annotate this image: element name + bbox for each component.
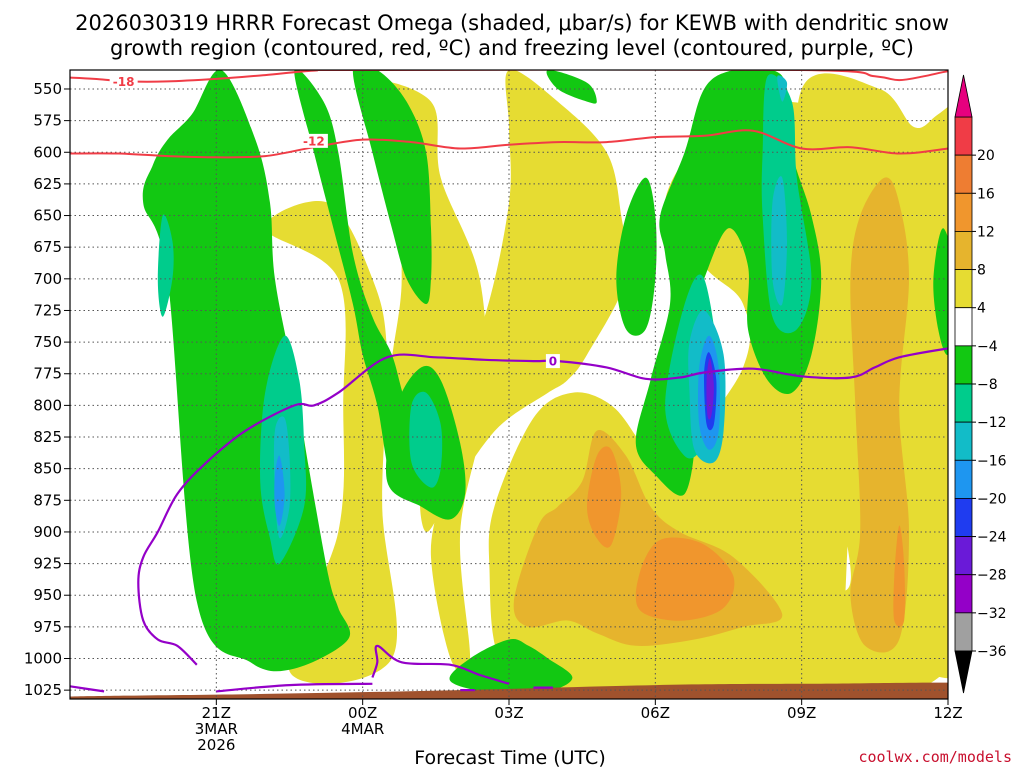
y-tick-label-800: 800 (33, 396, 62, 414)
colorbar-box-4 (954, 459, 973, 499)
omega-area-neg4-1 (294, 70, 432, 496)
colorbar-box-11 (954, 192, 973, 232)
colorbar-label-12: 12 (977, 224, 995, 240)
freezing-level-contour (137, 347, 948, 666)
colorbar-label-4: 4 (977, 301, 986, 317)
chart-title-line-2: growth region (contoured, red, ºC) and f… (110, 36, 914, 60)
colorbar-label--32: −32 (977, 606, 1007, 622)
y-tick-label-900: 900 (33, 523, 62, 541)
y-tick-label-1025: 1025 (24, 681, 62, 699)
colorbar-box-8 (954, 307, 973, 347)
x-tick-label-7-0: 03Z (494, 704, 523, 722)
y-tick-label-850: 850 (33, 460, 62, 478)
x-tick-label-1-2: 2026 (197, 736, 235, 754)
y-tick-label-675: 675 (33, 238, 62, 256)
colorbar-box-5 (954, 421, 973, 461)
freezing-label: 0 (549, 355, 557, 369)
omega-area-neg4-2 (352, 70, 432, 305)
y-tick-label-950: 950 (33, 586, 62, 604)
dgz-contour--12 (70, 129, 948, 159)
x-axis-label: Forecast Time (UTC) (414, 747, 605, 768)
colorbar-under-arrow (954, 650, 973, 694)
omega-area-neg8-2 (157, 214, 174, 317)
colorbar-box-10 (954, 231, 973, 270)
colorbar-box-1 (954, 574, 973, 614)
omega-area-12-0 (587, 446, 622, 548)
omega-area-neg24-0 (706, 358, 714, 420)
colorbar-box-2 (954, 536, 973, 576)
colorbar-label--20: −20 (977, 491, 1007, 507)
omega-shading (70, 70, 948, 699)
x-tick-label-4-0: 00Z (348, 704, 377, 722)
colorbar-label-20: 20 (977, 148, 995, 164)
x-tick-label-1-0: 21Z (202, 704, 231, 722)
y-tick-label-1000: 1000 (24, 650, 62, 668)
omega-area-neg12-2 (771, 176, 787, 306)
omega-area-neg4-7 (616, 177, 657, 336)
omega-area-4-2 (419, 70, 629, 532)
colorbar-label-8: 8 (977, 263, 986, 279)
x-tick-label-1-1: 3MAR (195, 720, 238, 738)
omega-area-neg8-1 (409, 391, 443, 488)
credit-link[interactable]: coolwx.com/models (858, 748, 1012, 766)
colorbar-box-0 (954, 612, 973, 652)
colorbar-label--16: −16 (977, 453, 1007, 469)
y-tick-label-650: 650 (33, 207, 62, 225)
y-tick-label-550: 550 (33, 80, 62, 98)
omega-area-12-1 (635, 537, 735, 621)
colorbar-label--4: −4 (977, 339, 998, 355)
colorbar-box-7 (954, 345, 973, 385)
freezing-label-bg (545, 354, 560, 369)
temperature-contours: -18 -12 0 (70, 70, 948, 693)
x-tick-label-10-0: 06Z (641, 704, 670, 722)
ground-surface (70, 682, 948, 699)
colorbar: −36 −32 −28 −24 −20 −16 −12 −8 −4 4 8 12 16 20 (954, 74, 1007, 694)
colorbar-box-3 (954, 498, 973, 537)
dgz-label--18: -18 (113, 75, 135, 89)
omega-area-neg4-9 (933, 228, 948, 355)
x-tick-label-13-0: 09Z (787, 704, 816, 722)
colorbar-box-6 (954, 383, 973, 423)
freezing-level-segment-2 (371, 644, 510, 685)
colorbar-box-13 (954, 116, 973, 156)
colorbar-label--8: −8 (977, 377, 998, 393)
freezing-level-segment-0 (70, 685, 105, 693)
colorbar-label--28: −28 (977, 568, 1007, 584)
y-tick-label-750: 750 (33, 333, 62, 351)
omega-area-neg4-5 (449, 639, 573, 695)
colorbar-box-12 (954, 154, 973, 194)
freezing-level-segment-1 (216, 682, 373, 693)
dgz-contour--18 (70, 70, 948, 83)
colorbar-box-9 (954, 269, 973, 309)
y-tick-label-725: 725 (33, 301, 62, 319)
colorbar-over-arrow (954, 74, 973, 118)
y-tick-label-600: 600 (33, 143, 62, 161)
colorbar-label--24: −24 (977, 530, 1007, 546)
x-tick-label-4-1: 4MAR (341, 720, 384, 738)
chart-title-line-1: 2026030319 HRRR Forecast Omega (shaded, … (75, 11, 949, 35)
y-tick-label-575: 575 (33, 112, 62, 130)
grid-lines (70, 70, 948, 699)
y-tick-label-775: 775 (33, 365, 62, 383)
colorbar-label--12: −12 (977, 415, 1007, 431)
x-tick-label-16-0: 12Z (933, 704, 962, 722)
omega-area-8-1 (850, 177, 909, 653)
y-tick-label-625: 625 (33, 175, 62, 193)
colorbar-label--36: −36 (977, 644, 1007, 660)
colorbar-label-16: 16 (977, 186, 995, 202)
y-tick-label-975: 975 (33, 618, 62, 636)
dgz-label--12: -12 (303, 134, 325, 148)
dgz-label-bg--12 (299, 133, 328, 148)
omega-area-12-2 (893, 525, 906, 627)
omega-area-neg16-0 (274, 455, 285, 526)
y-tick-label-700: 700 (33, 270, 62, 288)
y-axis: 550 575 600 625 650 675 700 725 750 775 800 825 850 8… (24, 80, 70, 699)
y-tick-label-825: 825 (33, 428, 62, 446)
y-tick-label-875: 875 (33, 491, 62, 509)
dgz-label-bg--18 (109, 74, 138, 89)
omega-area-neg4-6 (546, 70, 597, 104)
y-tick-label-925: 925 (33, 555, 62, 573)
